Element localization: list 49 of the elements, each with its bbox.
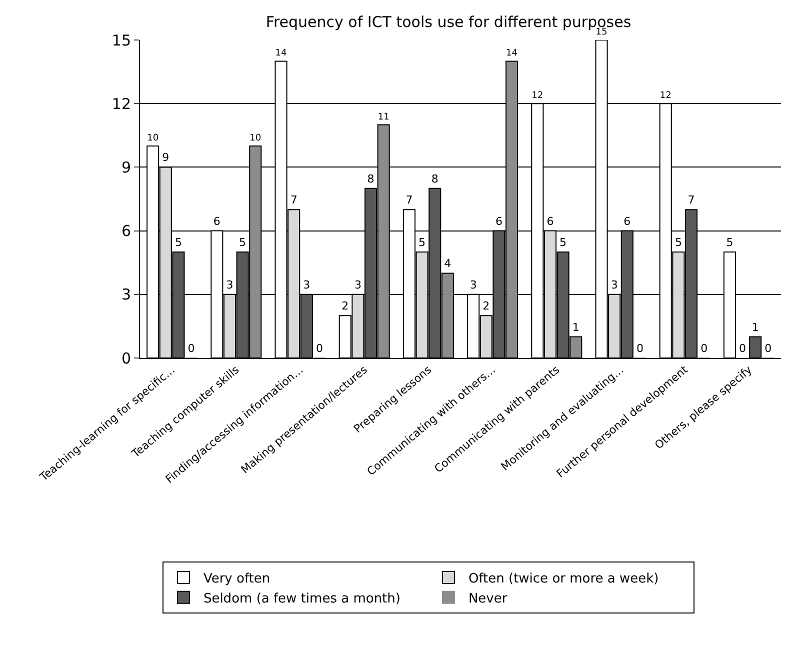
- data-label: 5: [239, 236, 246, 249]
- data-label: 3: [470, 278, 477, 292]
- data-label: 6: [624, 214, 631, 228]
- data-label: 0: [188, 342, 195, 355]
- data-label: 10: [147, 134, 159, 144]
- data-label: 8: [431, 172, 438, 186]
- data-label: 3: [303, 278, 310, 292]
- data-label: 9: [162, 151, 170, 164]
- data-label: 0: [764, 342, 772, 355]
- data-label: 12: [660, 91, 672, 102]
- legend-label: Never: [468, 591, 508, 606]
- data-label: 5: [726, 236, 734, 249]
- data-label: 1: [572, 320, 580, 334]
- data-label: 3: [226, 278, 234, 292]
- data-label: 5: [418, 236, 426, 249]
- legend-label: Very often: [203, 572, 270, 587]
- data-label: 12: [532, 91, 544, 102]
- y-tick-label: 12: [112, 94, 131, 113]
- data-label: 6: [546, 214, 554, 228]
- data-label: 3: [610, 278, 618, 292]
- y-tick-label: 3: [121, 286, 131, 304]
- data-label: 0: [739, 342, 746, 355]
- legend-label: Often (twice or more a week): [468, 572, 659, 587]
- data-label: 11: [378, 112, 390, 122]
- data-label: 14: [506, 48, 518, 59]
- data-label: 8: [367, 172, 374, 186]
- data-label: 6: [495, 214, 502, 228]
- data-label: 4: [444, 257, 452, 270]
- data-label: 7: [406, 194, 413, 207]
- y-tick-label: 6: [121, 222, 131, 240]
- data-label: 3: [354, 278, 362, 292]
- y-tick-label: 15: [112, 31, 131, 50]
- data-label: 1: [752, 320, 759, 334]
- y-tick-label: 0: [121, 349, 131, 368]
- data-label: 0: [316, 342, 323, 355]
- legend-label: Seldom (a few times a month): [203, 591, 400, 606]
- data-label: 7: [290, 194, 298, 207]
- data-label: 5: [174, 236, 182, 249]
- data-label: 0: [700, 342, 708, 355]
- data-label: 0: [636, 342, 644, 355]
- data-label: 5: [674, 236, 682, 249]
- y-tick-label: 9: [121, 158, 131, 176]
- data-label: 2: [342, 300, 349, 313]
- data-label: 10: [250, 134, 262, 144]
- data-label: 5: [560, 236, 567, 249]
- data-label: 6: [213, 214, 220, 228]
- data-label: 7: [688, 194, 695, 207]
- data-label: 14: [275, 48, 288, 59]
- data-label: 2: [482, 300, 490, 313]
